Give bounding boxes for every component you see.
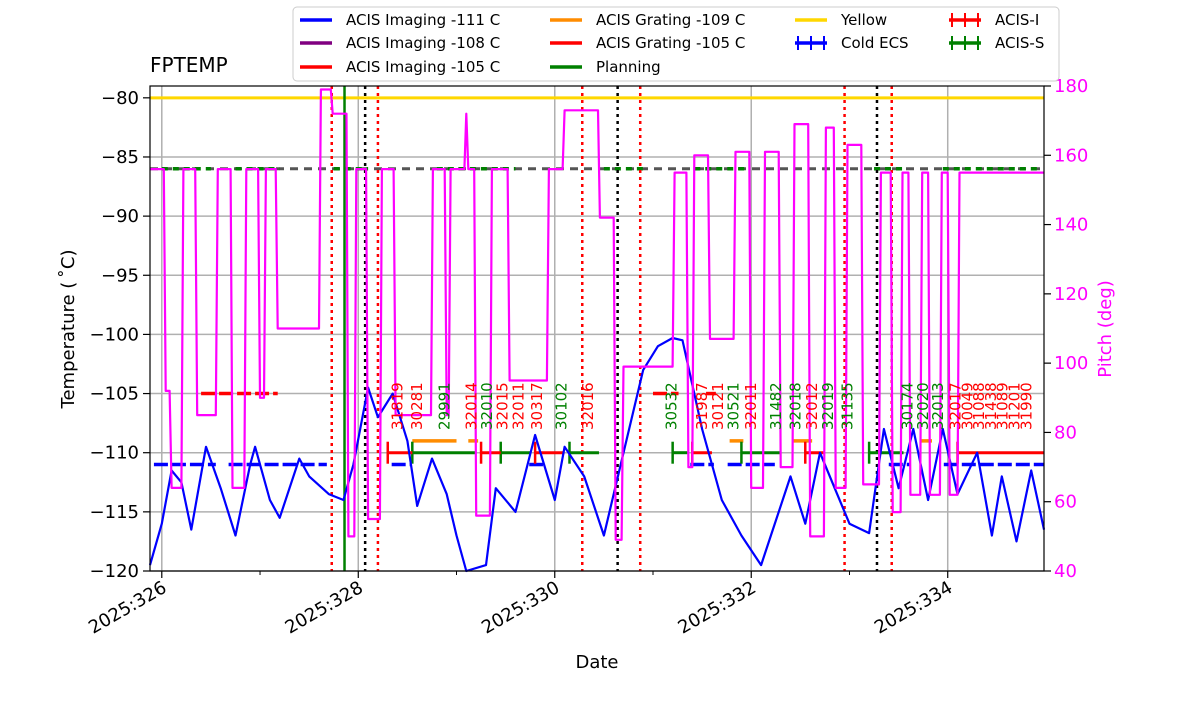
plot-frame <box>149 85 1045 572</box>
axes: 2025:326 2025:328 2025:330 2025:332 2025:334… <box>85 76 1088 638</box>
obsid-label: 32011 <box>742 382 760 430</box>
y2-tick-label: 180 <box>1054 76 1088 97</box>
y-tick-label: −115 <box>90 502 139 523</box>
x-tick-label: 2025:326 <box>85 577 170 638</box>
obsid-label: 31088 <box>970 382 988 430</box>
y-tick-label: −95 <box>101 265 139 286</box>
y-tick-label: −105 <box>90 384 139 405</box>
obsid-label: 32011 <box>509 382 527 430</box>
legend-label: ACIS Imaging -108 C <box>346 34 500 52</box>
legend-label: ACIS Imaging -105 C <box>346 58 500 76</box>
obsid-label: 32010 <box>478 382 496 430</box>
obsid-label: 32019 <box>819 382 837 430</box>
y2-tick-label: 80 <box>1054 422 1077 443</box>
y2-axis-label: Pitch (deg) <box>1095 280 1116 378</box>
y-tick-label: −80 <box>101 88 139 109</box>
obsid-label: 30521 <box>725 382 743 430</box>
y-axis-label: Temperature ( ˚C) <box>58 250 79 410</box>
obsid-label: 32015 <box>494 382 512 430</box>
chart-title: FPTEMP <box>150 53 228 77</box>
obsid-label: 31201 <box>1006 382 1024 430</box>
y2-tick-label: 40 <box>1054 561 1077 582</box>
y2-tick-label: 120 <box>1054 284 1088 305</box>
legend-label: ACIS Grating -109 C <box>596 11 745 29</box>
legend-label: Yellow <box>840 11 887 29</box>
legend-label: ACIS-S <box>995 34 1044 52</box>
legend-label: ACIS Grating -105 C <box>596 34 745 52</box>
y-tick-label: −110 <box>90 443 139 464</box>
x-axis-label: Date <box>575 652 618 673</box>
obsid-label: 31819 <box>389 382 407 430</box>
legend: ACIS Imaging -111 C ACIS Imaging -108 C AC… <box>292 6 1060 82</box>
legend-label: ACIS-I <box>995 11 1039 29</box>
y-tick-label: −90 <box>101 206 139 227</box>
pitch-series-line <box>150 88 1044 541</box>
x-tick-label: 2025:328 <box>282 577 367 638</box>
obsid-label: 31987 <box>693 382 711 430</box>
y2-tick-label: 160 <box>1054 145 1088 166</box>
obsid-label: 30317 <box>528 382 546 430</box>
legend-label: Cold ECS <box>841 34 909 52</box>
obsid-label: 31135 <box>839 382 857 430</box>
legend-label: Planning <box>596 58 661 76</box>
y-tick-label: −100 <box>90 324 139 345</box>
obsid-label: 31089 <box>994 382 1012 430</box>
y-tick-label: −85 <box>101 147 139 168</box>
obsid-label: 30102 <box>553 382 571 430</box>
fptemp-series-line <box>148 336 1046 573</box>
y-tick-label: −120 <box>90 561 139 582</box>
obsid-label: 31990 <box>1017 382 1035 430</box>
legend-box <box>292 6 1060 82</box>
obsid-label: 30049 <box>958 382 976 430</box>
obsid-label: 32012 <box>803 382 821 430</box>
x-tick-label: 2025:330 <box>478 577 563 638</box>
obsid-label: 32017 <box>947 382 965 430</box>
obsid-label: 29991 <box>436 382 454 430</box>
obsid-label: 32018 <box>786 382 804 430</box>
legend-label: ACIS Imaging -111 C <box>346 11 500 29</box>
obsid-label: 32014 <box>462 382 480 430</box>
obsid-label: 30174 <box>898 382 916 430</box>
x-tick-label: 2025:332 <box>675 577 760 638</box>
obsid-label: 32016 <box>579 382 597 430</box>
obsid-label: 31482 <box>767 382 785 430</box>
y2-tick-label: 140 <box>1054 215 1088 236</box>
y2-tick-label: 60 <box>1054 492 1077 513</box>
obsid-label: 32013 <box>929 382 947 430</box>
obsid-label: 30121 <box>709 382 727 430</box>
y2-tick-label: 100 <box>1054 353 1088 374</box>
obsid-label: 32020 <box>914 382 932 430</box>
x-tick-label: 2025:334 <box>871 577 956 638</box>
obsid-label: 31438 <box>982 382 1000 430</box>
obsid-label: 30281 <box>408 382 426 430</box>
obsid-label: 30532 <box>663 382 681 430</box>
